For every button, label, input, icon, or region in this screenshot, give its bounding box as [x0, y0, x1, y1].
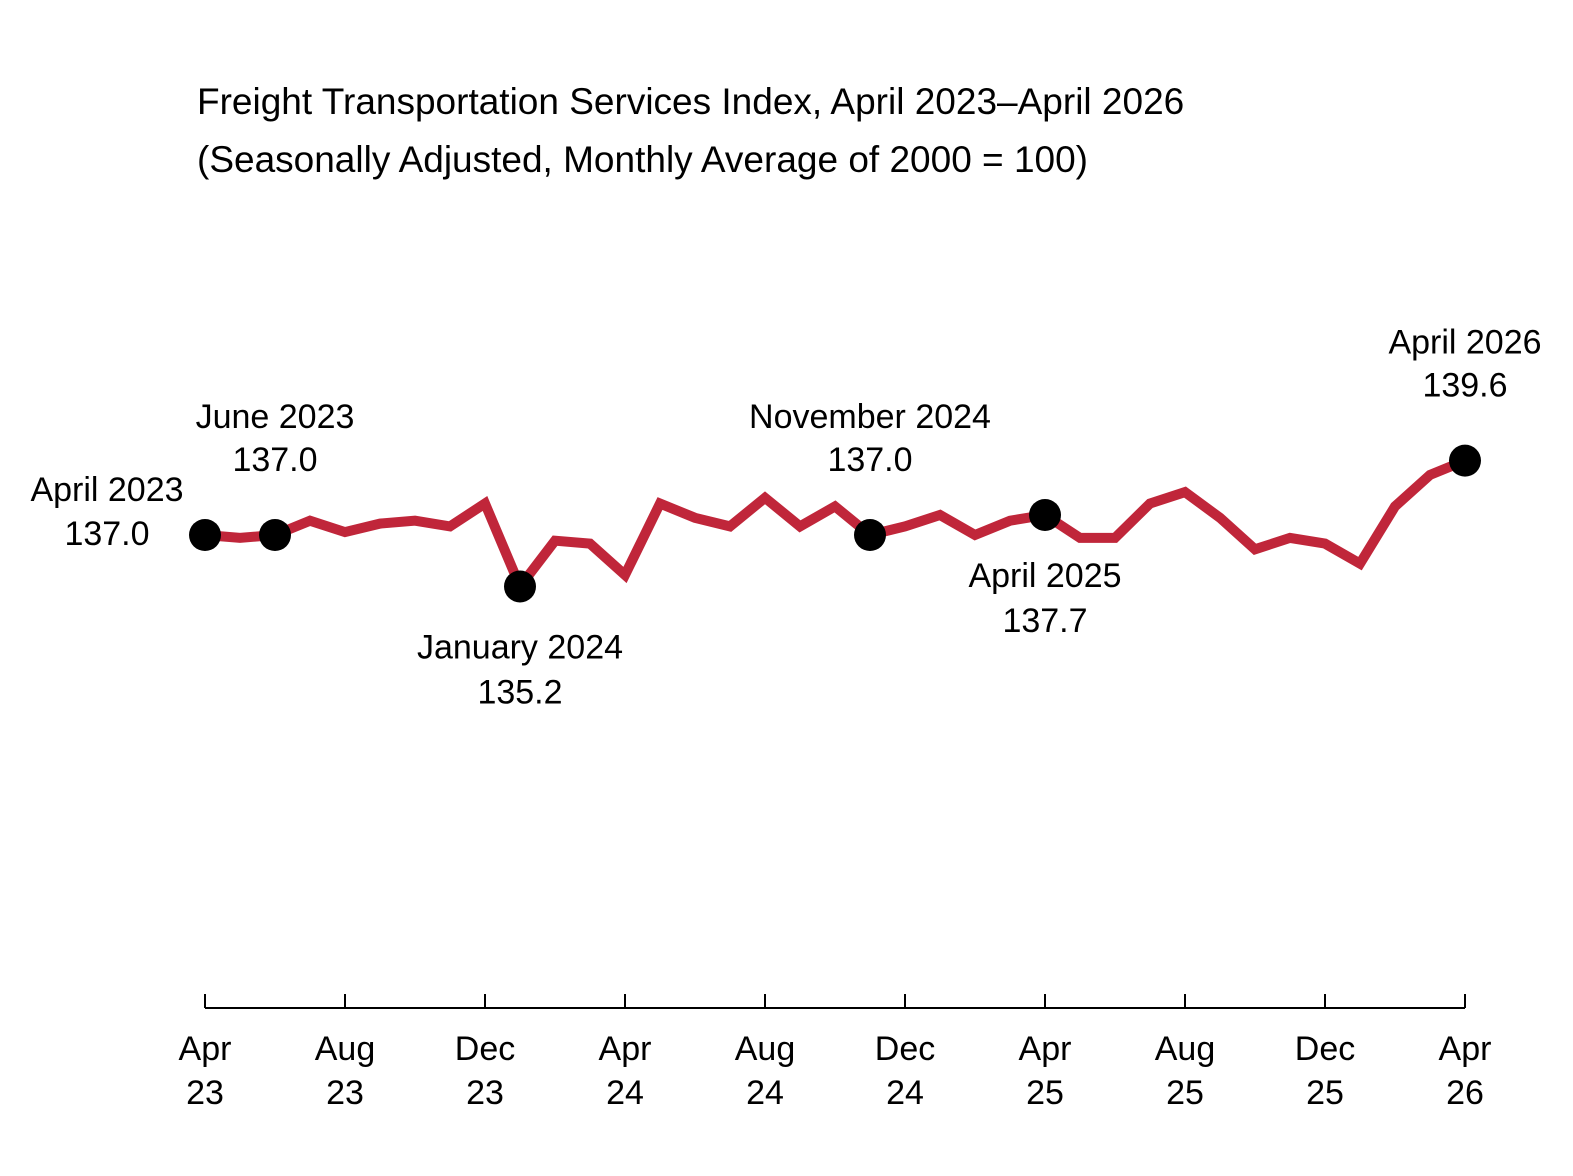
- x-tick-label-month: Dec: [1295, 1030, 1355, 1068]
- x-tick-label-month: Apr: [599, 1030, 652, 1068]
- x-tick-label-month: Apr: [1019, 1030, 1072, 1068]
- data-point-marker: [854, 519, 886, 551]
- chart-title: Freight Transportation Services Index, A…: [197, 81, 1184, 122]
- series-line: [204, 455, 1467, 597]
- x-tick-label-year: 25: [1026, 1074, 1064, 1112]
- annotation-value-label: 137.0: [827, 441, 912, 479]
- x-tick-label-month: Dec: [455, 1030, 515, 1068]
- annotation-value-label: 137.0: [64, 515, 149, 553]
- x-tick-label-year: 25: [1166, 1074, 1204, 1112]
- marker-layer: [189, 444, 1481, 603]
- annotation-date-label: April 2026: [1388, 324, 1541, 362]
- data-point-marker: [1029, 498, 1061, 531]
- annotation-value-label: 135.2: [477, 673, 562, 711]
- x-axis: Apr 23 Aug 23 Dec 23 Apr 24 Aug 24 Dec 24 Apr 25 Aug 25…: [179, 994, 1492, 1112]
- series-line-layer: [204, 455, 1467, 597]
- x-tick-label-month: Aug: [735, 1030, 796, 1068]
- x-tick-label-month: Apr: [1439, 1030, 1492, 1068]
- annotation-value-label: 139.6: [1422, 367, 1507, 405]
- annotation-date-label: January 2024: [417, 628, 623, 666]
- data-point-marker: [504, 570, 536, 603]
- x-tick-label-year: 24: [606, 1074, 644, 1112]
- annotation-date-label: November 2024: [749, 398, 991, 436]
- annotation-layer: April 2023 137.0 June 2023 137.0 January 202…: [30, 324, 1541, 712]
- x-tick-label-year: 24: [746, 1074, 784, 1112]
- x-tick-label-year: 24: [886, 1074, 924, 1112]
- x-tick-label-year: 23: [466, 1074, 504, 1112]
- annotation-date-label: June 2023: [196, 398, 355, 436]
- data-point-marker: [1449, 444, 1481, 477]
- x-tick-label-year: 23: [326, 1074, 364, 1112]
- x-tick-label-month: Dec: [875, 1030, 935, 1068]
- x-tick-label-year: 23: [186, 1074, 224, 1112]
- annotation-value-label: 137.0: [232, 441, 317, 479]
- data-point-marker: [189, 519, 221, 551]
- annotation-value-label: 137.7: [1002, 602, 1087, 640]
- annotation-date-label: April 2023: [30, 471, 183, 509]
- annotation-date-label: April 2025: [968, 557, 1121, 595]
- x-tick-label-year: 25: [1306, 1074, 1344, 1112]
- x-tick-label-month: Aug: [315, 1030, 376, 1068]
- data-point-marker: [259, 519, 291, 551]
- chart-subtitle: (Seasonally Adjusted, Monthly Average of…: [197, 139, 1088, 180]
- x-tick-label-month: Aug: [1155, 1030, 1216, 1068]
- x-tick-label-month: Apr: [179, 1030, 232, 1068]
- x-tick-label-year: 26: [1446, 1074, 1484, 1112]
